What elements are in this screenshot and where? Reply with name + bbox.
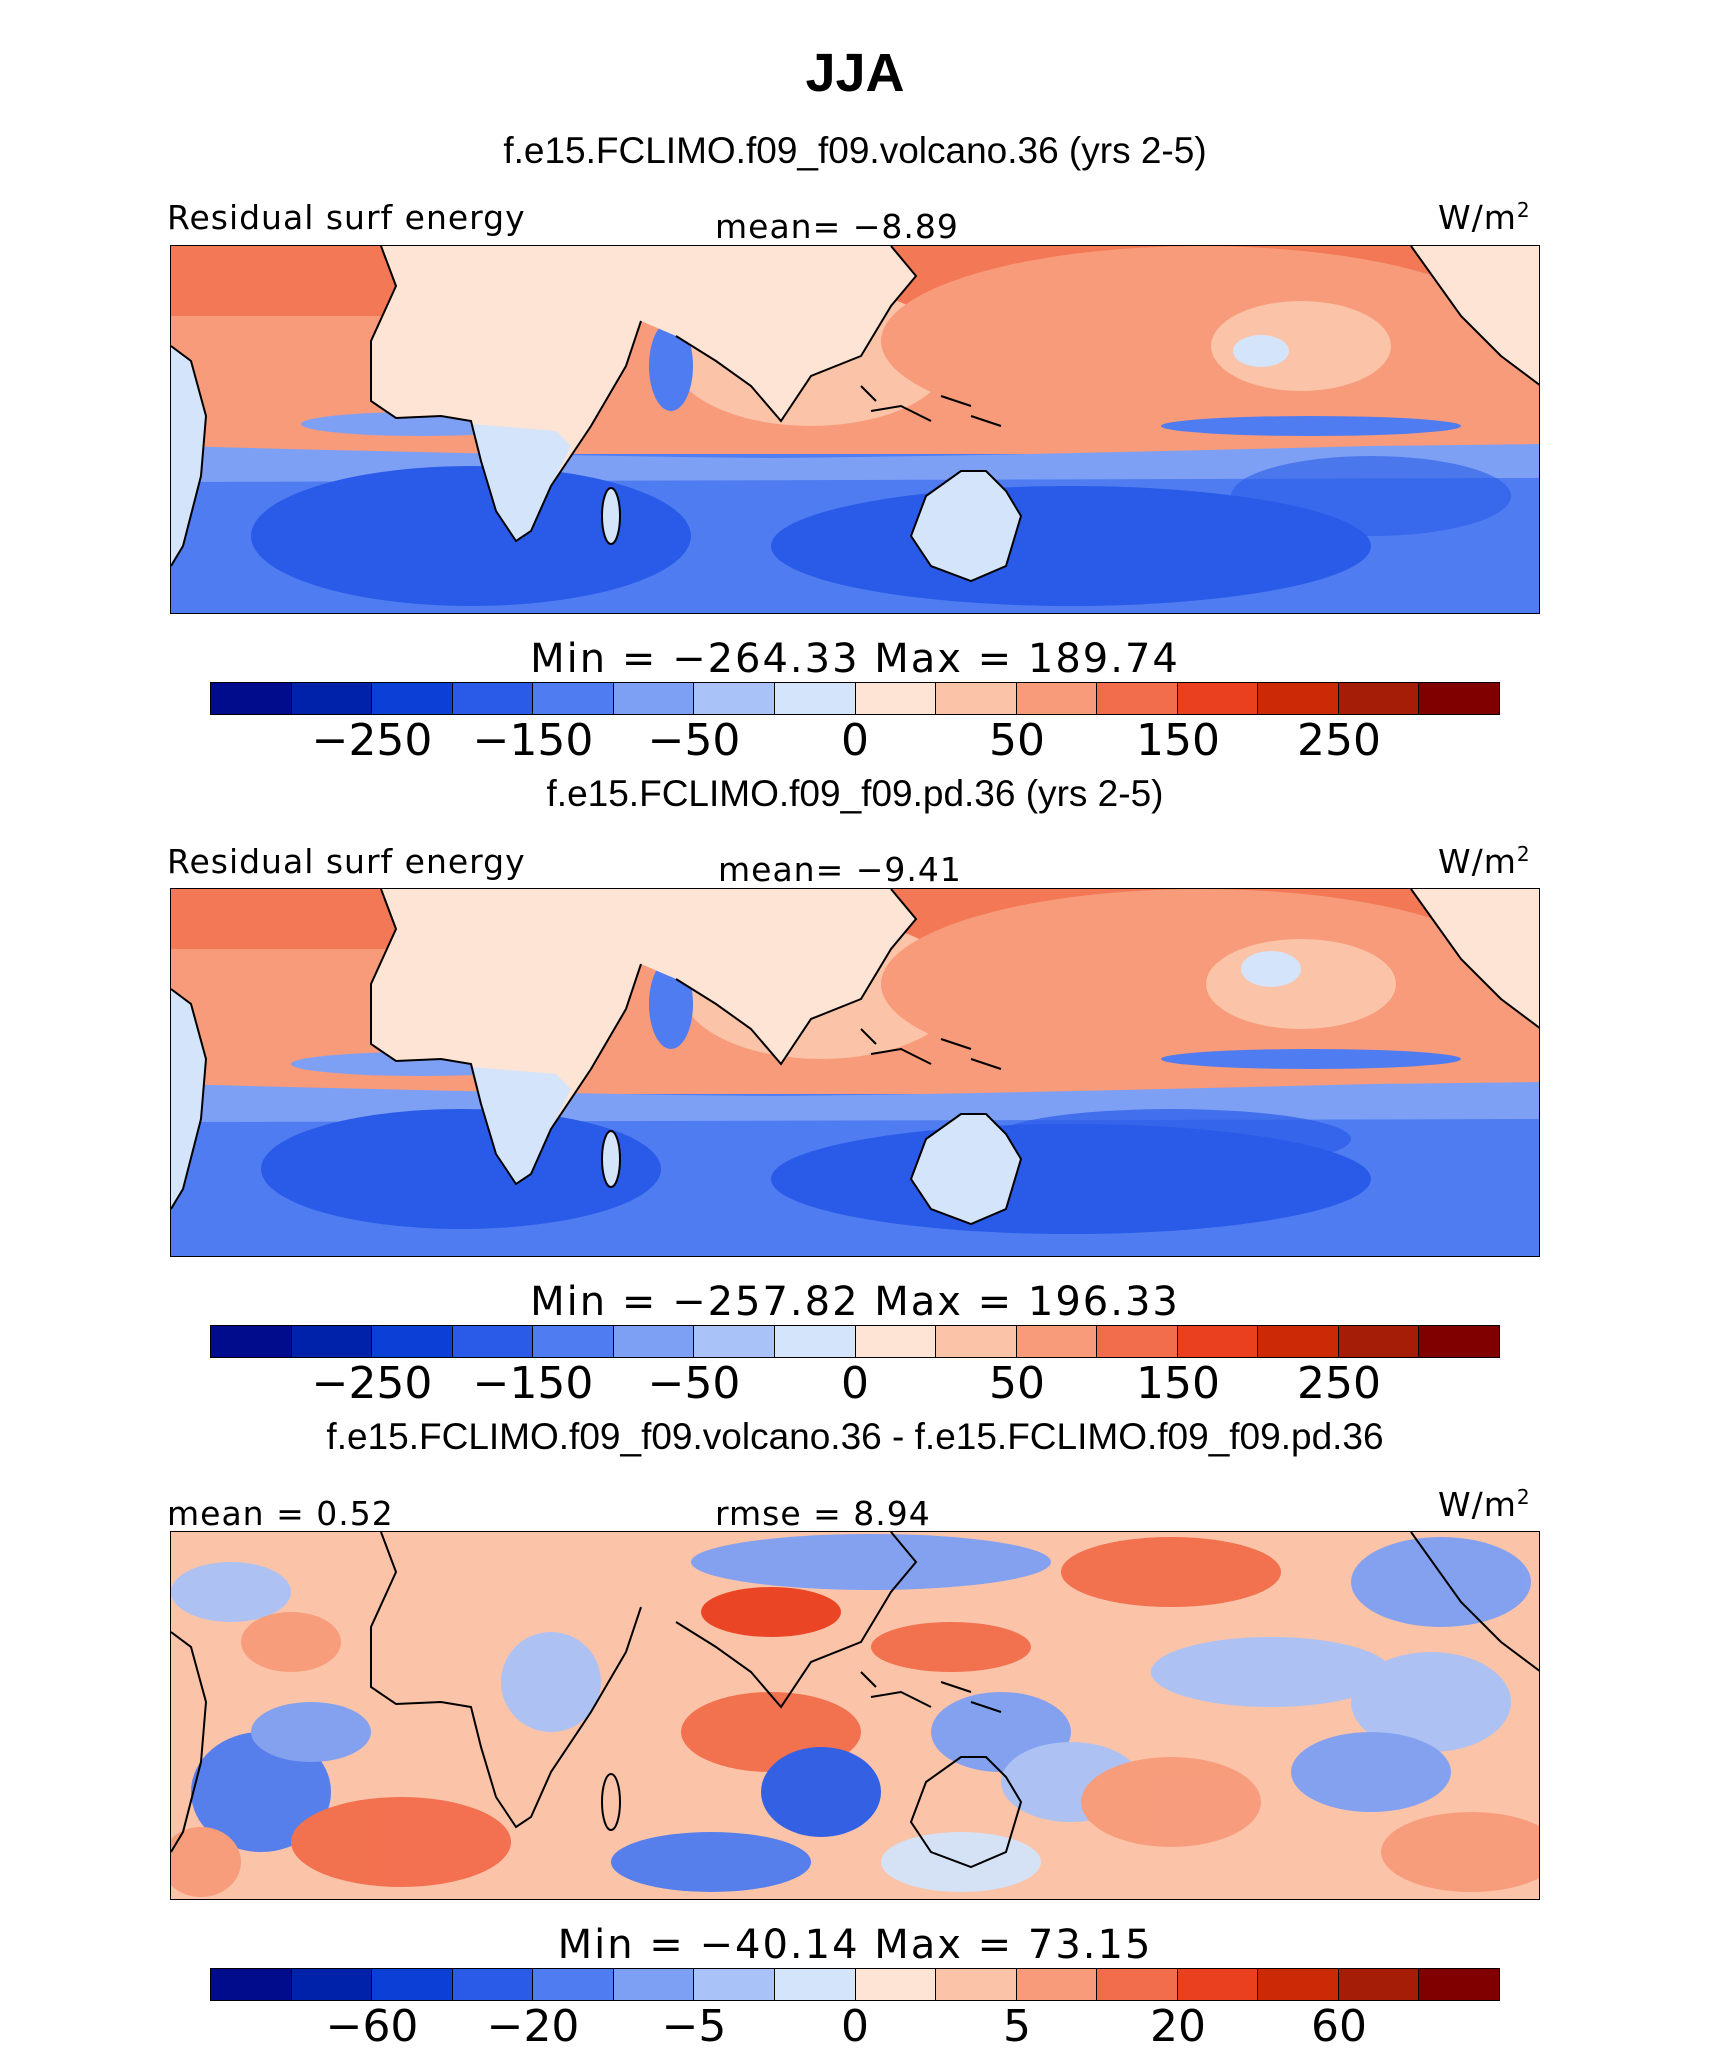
panel-1-mean-label: mean= −8.89 [715,207,959,246]
colorbar-segment [1177,1969,1259,2000]
colorbar-segment [452,683,534,714]
colorbar-segment [774,1326,856,1357]
panel-3-colorbar-tick: −5 [661,2001,727,2052]
colorbar-segment [774,683,856,714]
panel-3-colorbar-tick: 20 [1150,2001,1206,2052]
colorbar-segment [1177,1326,1259,1357]
panel-3-colorbar-tick: 5 [1003,2001,1031,2052]
figure-title: JJA [805,43,905,103]
panel-1-colorbar-tick: 150 [1136,715,1220,766]
panel-3-rmse-label: rmse = 8.94 [715,1494,931,1533]
panel-2-run-title: f.e15.FCLIMO.f09_f09.pd.36 (yrs 2-5) [546,773,1164,814]
panel-1-colorbar-tick: 250 [1297,715,1381,766]
colorbar-segment [1419,683,1499,714]
colorbar-segment [211,1969,292,2000]
panel-1-colorbar-tick: 0 [841,715,869,766]
colorbar-segment [936,1326,1017,1357]
colorbar-segment [613,683,695,714]
colorbar-segment [855,1326,937,1357]
colorbar-segment [1097,1969,1178,2000]
panel-2-colorbar-tick: −250 [311,1358,433,1409]
panel-2-colorbar-tick: 0 [841,1358,869,1409]
colorbar-segment [1097,1326,1178,1357]
colorbar-segment [1097,683,1178,714]
panel-1-map-field [171,246,1539,613]
panel-2-variable-label: Residual surf energy [167,842,526,881]
panel-1-colorbar-tick: 50 [989,715,1045,766]
panel-1-unit-label: W/m2 [1438,198,1531,237]
colorbar-segment [613,1326,695,1357]
colorbar-segment [372,683,453,714]
panel-3-run-title: f.e15.FCLIMO.f09_f09.volcano.36 - f.e15.… [326,1416,1384,1457]
colorbar-segment [1419,1326,1499,1357]
panel-2-map [170,888,1540,1257]
colorbar-segment [211,1326,292,1357]
panel-2-colorbar-tick: 50 [989,1358,1045,1409]
panel-1-colorbar-tick: −250 [311,715,433,766]
panel-3-colorbar-tick: 60 [1311,2001,1367,2052]
panel-2-colorbar-tick: −150 [472,1358,594,1409]
colorbar-segment [291,1969,373,2000]
colorbar-segment [855,1969,937,2000]
colorbar-segment [1338,1326,1420,1357]
colorbar-segment [936,683,1017,714]
panel-1-map [170,245,1540,614]
panel-2-colorbar-tick: 250 [1297,1358,1381,1409]
panel-3-colorbar-tick: −20 [486,2001,580,2052]
colorbar-segment [694,683,775,714]
panel-2-mean-label: mean= −9.41 [718,850,962,889]
colorbar-segment [372,1969,453,2000]
colorbar-segment [613,1969,695,2000]
colorbar-segment [1419,1969,1499,2000]
colorbar-segment [1338,1969,1420,2000]
colorbar-segment [533,1969,614,2000]
panel-1-colorbar-tick: −50 [647,715,741,766]
colorbar-segment [694,1326,775,1357]
panel-3-unit-label: W/m2 [1438,1485,1531,1524]
panel-3-map-field [171,1532,1539,1899]
colorbar-segment [1016,1326,1098,1357]
colorbar-segment [452,1326,534,1357]
panel-3-colorbar-tick: 0 [841,2001,869,2052]
panel-2-map-field [171,889,1539,1256]
colorbar-segment [533,1326,614,1357]
panel-3-mean-label: mean = 0.52 [167,1494,394,1533]
panel-3-map [170,1531,1540,1900]
colorbar-segment [291,683,373,714]
colorbar-segment [291,1326,373,1357]
panel-2-minmax: Min = −257.82 Max = 196.33 [530,1279,1180,1325]
colorbar-segment [936,1969,1017,2000]
colorbar-segment [1258,683,1339,714]
colorbar-segment [1258,1326,1339,1357]
panel-1-variable-label: Residual surf energy [167,198,526,237]
colorbar-segment [452,1969,534,2000]
colorbar-segment [372,1326,453,1357]
colorbar-segment [211,683,292,714]
panel-3-colorbar [210,1968,1500,2001]
panel-1-colorbar-tick: −150 [472,715,594,766]
colorbar-segment [1338,683,1420,714]
panel-3-minmax: Min = −40.14 Max = 73.15 [557,1922,1153,1968]
panel-1-minmax: Min = −264.33 Max = 189.74 [530,636,1180,682]
panel-2-colorbar-tick: −50 [647,1358,741,1409]
colorbar-segment [855,683,937,714]
colorbar-segment [533,683,614,714]
colorbar-segment [1016,1969,1098,2000]
panel-2-colorbar-tick: 150 [1136,1358,1220,1409]
panel-2-colorbar [210,1325,1500,1358]
panel-3-colorbar-tick: −60 [325,2001,419,2052]
colorbar-segment [1177,683,1259,714]
colorbar-segment [1258,1969,1339,2000]
colorbar-segment [1016,683,1098,714]
panel-1-colorbar [210,682,1500,715]
colorbar-segment [774,1969,856,2000]
panel-2-unit-label: W/m2 [1438,842,1531,881]
panel-1-run-title: f.e15.FCLIMO.f09_f09.volcano.36 (yrs 2-5… [503,130,1207,171]
colorbar-segment [694,1969,775,2000]
